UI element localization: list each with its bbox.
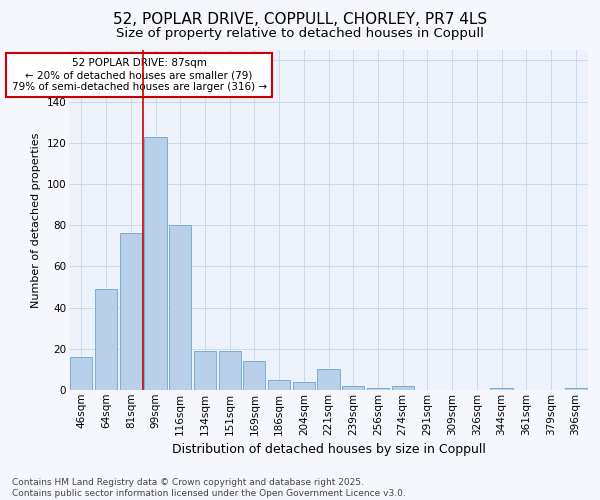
Bar bbox=[70, 357, 92, 390]
Bar bbox=[218, 351, 241, 390]
Bar bbox=[565, 388, 587, 390]
Bar bbox=[145, 136, 167, 390]
Bar bbox=[342, 386, 364, 390]
Text: 52 POPLAR DRIVE: 87sqm
← 20% of detached houses are smaller (79)
79% of semi-det: 52 POPLAR DRIVE: 87sqm ← 20% of detached… bbox=[11, 58, 266, 92]
Bar bbox=[169, 225, 191, 390]
Bar bbox=[293, 382, 315, 390]
Bar bbox=[317, 370, 340, 390]
Bar bbox=[392, 386, 414, 390]
X-axis label: Distribution of detached houses by size in Coppull: Distribution of detached houses by size … bbox=[172, 443, 485, 456]
Bar bbox=[367, 388, 389, 390]
Y-axis label: Number of detached properties: Number of detached properties bbox=[31, 132, 41, 308]
Bar bbox=[194, 351, 216, 390]
Text: 52, POPLAR DRIVE, COPPULL, CHORLEY, PR7 4LS: 52, POPLAR DRIVE, COPPULL, CHORLEY, PR7 … bbox=[113, 12, 487, 28]
Text: Contains HM Land Registry data © Crown copyright and database right 2025.
Contai: Contains HM Land Registry data © Crown c… bbox=[12, 478, 406, 498]
Bar bbox=[243, 361, 265, 390]
Bar bbox=[95, 289, 117, 390]
Bar bbox=[268, 380, 290, 390]
Bar bbox=[119, 234, 142, 390]
Bar bbox=[490, 388, 512, 390]
Text: Size of property relative to detached houses in Coppull: Size of property relative to detached ho… bbox=[116, 28, 484, 40]
